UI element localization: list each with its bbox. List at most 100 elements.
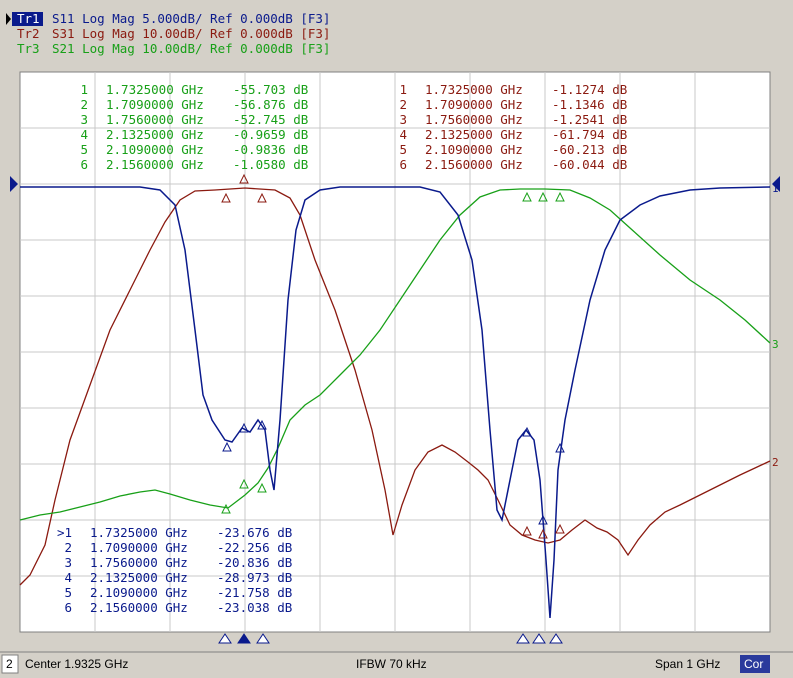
marker-symbols [221, 173, 565, 539]
overlay-texts: Tr1 S11 Log Mag 5.000dB/ Ref 0.000dB [F3]… [6, 11, 779, 615]
marker-triangle [239, 173, 249, 184]
marker-triangle [538, 191, 548, 202]
span[interactable]: Span 1 GHz [655, 657, 720, 671]
marker-frequency: 1.7560000 GHz [425, 112, 523, 127]
marker-number: 2 [399, 97, 407, 112]
marker-triangle [555, 191, 565, 202]
marker-triangle [555, 442, 565, 453]
marker-frequency: 2.1325000 GHz [90, 570, 188, 585]
active-trace-box [12, 12, 43, 26]
marker-number: 4 [64, 570, 72, 585]
trace-header: S21 Log Mag 10.00dB/ Ref 0.000dB [F3] [52, 41, 330, 56]
marker-frequency: 2.1560000 GHz [425, 157, 523, 172]
marker-triangle [221, 192, 231, 203]
trace-s21 [19, 188, 771, 521]
active-arrow [6, 13, 11, 25]
marker-number: 2 [80, 97, 88, 112]
marker-triangle [538, 514, 548, 525]
marker-number: 3 [399, 112, 407, 127]
marker-triangle [257, 419, 267, 430]
marker-frequency: 2.1325000 GHz [106, 127, 204, 142]
trace-end-label: 1 [772, 182, 779, 195]
correction[interactable]: Cor [744, 657, 763, 671]
marker-frequency: 1.7560000 GHz [106, 112, 204, 127]
marker-number: 3 [64, 555, 72, 570]
ref-arrow [10, 176, 18, 192]
marker-number: 5 [80, 142, 88, 157]
ref-arrow [772, 176, 780, 192]
marker-number: 5 [64, 585, 72, 600]
trace-end-label: 2 [772, 456, 779, 469]
marker-frequency: 1.7090000 GHz [106, 97, 204, 112]
marker-value: -1.2541 dB [552, 112, 627, 127]
trace-id[interactable]: Tr2 [17, 26, 40, 41]
marker-triangle [538, 528, 548, 539]
cor-box[interactable] [740, 655, 770, 673]
marker-frequency: 1.7090000 GHz [425, 97, 523, 112]
marker-value: -60.213 dB [552, 142, 627, 157]
marker-frequency: 2.1325000 GHz [425, 127, 523, 142]
trace-id[interactable]: Tr1 [17, 11, 40, 26]
marker-frequency: 1.7325000 GHz [106, 82, 204, 97]
marker-triangle [239, 478, 249, 489]
marker-value: -56.876 dB [233, 97, 308, 112]
marker-frequency: 1.7325000 GHz [425, 82, 523, 97]
status-texts: 2 Center 1.9325 GHz IFBW 70 kHz Span 1 GHz C… [6, 657, 763, 671]
marker-value: -52.745 dB [233, 112, 308, 127]
stimulus-markers [218, 633, 563, 644]
marker-number: 1 [399, 82, 407, 97]
marker-value: -0.9836 dB [233, 142, 308, 157]
marker-value: -22.256 dB [217, 540, 292, 555]
trace-s11 [20, 186, 771, 619]
marker-triangle [522, 191, 532, 202]
marker-triangle [555, 523, 565, 534]
marker-value: -20.836 dB [217, 555, 292, 570]
trace-s31 [19, 187, 771, 586]
marker-triangle [257, 482, 267, 493]
marker-value: -1.1274 dB [552, 82, 627, 97]
grid [20, 72, 770, 632]
marker-number: 6 [399, 157, 407, 172]
marker-frequency: 2.1090000 GHz [90, 585, 188, 600]
marker-value: -28.973 dB [217, 570, 292, 585]
marker-triangle [222, 441, 232, 452]
marker-value: -21.758 dB [217, 585, 292, 600]
marker-value: -0.9659 dB [233, 127, 308, 142]
marker-number: >1 [57, 525, 72, 540]
channel-number[interactable]: 2 [6, 657, 13, 671]
marker-value: -23.038 dB [217, 600, 292, 615]
status-bar [0, 652, 793, 678]
marker-frequency: 1.7090000 GHz [90, 540, 188, 555]
channel-box [1, 654, 19, 674]
marker-frequency: 1.7325000 GHz [90, 525, 188, 540]
trace-end-label: 3 [772, 338, 779, 351]
marker-number: 6 [64, 600, 72, 615]
marker-frequency: 1.7560000 GHz [90, 555, 188, 570]
marker-triangle [522, 426, 532, 437]
marker-number: 2 [64, 540, 72, 555]
marker-number: 1 [80, 82, 88, 97]
trace-id[interactable]: Tr3 [17, 41, 40, 56]
marker-frequency: 2.1560000 GHz [106, 157, 204, 172]
marker-number: 3 [80, 112, 88, 127]
marker-frequency: 2.1560000 GHz [90, 600, 188, 615]
trace-header: S11 Log Mag 5.000dB/ Ref 0.000dB [F3] [52, 11, 330, 26]
marker-triangle [257, 192, 267, 203]
marker-number: 4 [80, 127, 88, 142]
marker-value: -60.044 dB [552, 157, 627, 172]
marker-frequency: 2.1090000 GHz [106, 142, 204, 157]
center-frequency[interactable]: Center 1.9325 GHz [25, 657, 128, 671]
trace-header: S31 Log Mag 10.00dB/ Ref 0.000dB [F3] [52, 26, 330, 41]
marker-value: -1.0580 dB [233, 157, 308, 172]
marker-value: -23.676 dB [217, 525, 292, 540]
ifbw[interactable]: IFBW 70 kHz [356, 657, 427, 671]
marker-frequency: 2.1090000 GHz [425, 142, 523, 157]
marker-number: 6 [80, 157, 88, 172]
marker-triangle [239, 422, 249, 433]
marker-value: -61.794 dB [552, 127, 627, 142]
marker-triangle [221, 503, 231, 514]
marker-number: 5 [399, 142, 407, 157]
marker-value: -55.703 dB [233, 82, 308, 97]
marker-triangle [522, 525, 532, 536]
